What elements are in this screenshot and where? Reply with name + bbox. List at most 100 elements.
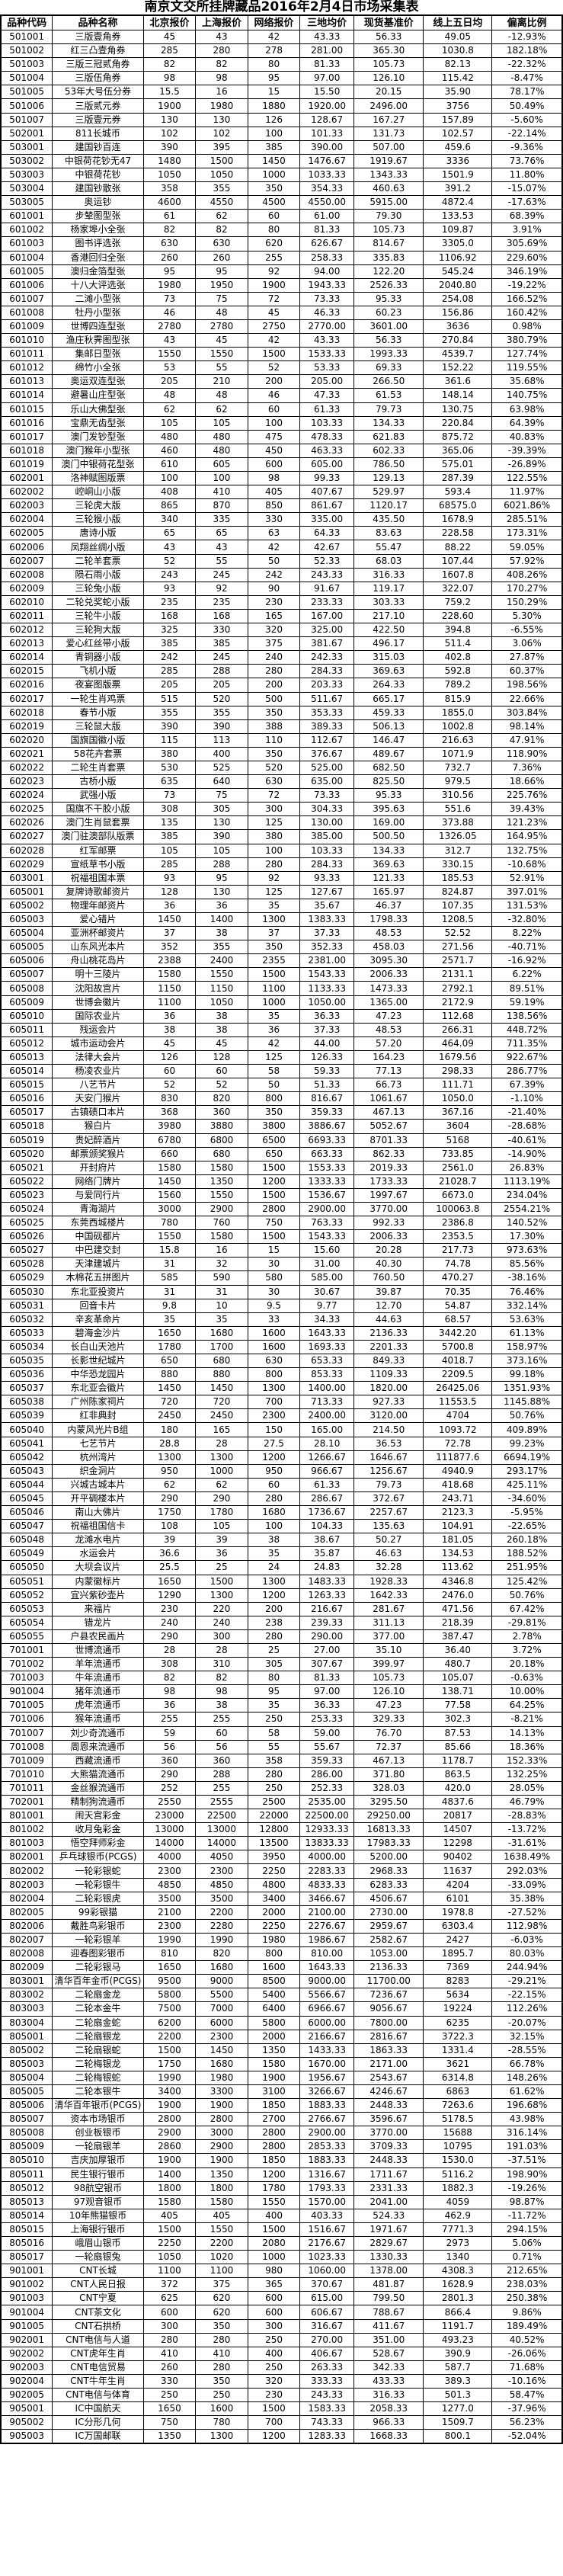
table-cell: 239.33 xyxy=(299,1615,355,1630)
table-cell: 294.15% xyxy=(491,2222,563,2238)
table-cell: 973.63% xyxy=(491,1243,563,1258)
table-cell: 3756 xyxy=(423,98,493,114)
table-cell: 220.84 xyxy=(423,415,493,431)
table-cell: IC万国邮联 xyxy=(52,2429,144,2444)
table-cell: 与爱同行片 xyxy=(52,1187,144,1203)
table-cell: 601012 xyxy=(0,360,53,376)
table-cell: 30 xyxy=(247,1257,301,1272)
table-cell: 16813.33 xyxy=(353,1822,424,1837)
table-cell: 56.33 xyxy=(353,333,424,348)
table-cell: 650 xyxy=(142,1353,197,1369)
table-cell: 280 xyxy=(195,2360,248,2375)
table-cell: 5.06% xyxy=(491,2235,563,2251)
table-cell: 1150 xyxy=(195,981,248,996)
table-row: 601007 二滩小型张 73 75 72 73.33 95.33 254.08 166.52% xyxy=(0,291,563,306)
table-cell: 803004 xyxy=(0,2015,53,2030)
table-cell: 605044 xyxy=(0,1477,53,1492)
table-row: 605055 户县农民画片 290 300 280 290.00 377.00 387.47 2… xyxy=(0,1629,563,1644)
table-cell: 46 xyxy=(142,305,197,320)
table-cell: 240 xyxy=(142,1615,197,1630)
table-cell: 164.23 xyxy=(353,1049,424,1065)
table-cell: 20817 xyxy=(423,1809,493,1824)
table-cell: 3000 xyxy=(195,2126,248,2141)
table-cell: 36 xyxy=(195,1546,248,1562)
table-cell: 1473.33 xyxy=(353,981,424,996)
table-cell: 95 xyxy=(195,870,248,886)
table-cell: 575.01 xyxy=(423,457,493,473)
table-cell: 308 xyxy=(142,1657,197,1672)
table-cell: 13000 xyxy=(142,1822,197,1837)
table-cell: -16.92% xyxy=(491,953,563,969)
table-cell: 澳门发钞型张 xyxy=(52,429,144,444)
table-cell: 洛神赋图版票 xyxy=(52,470,144,486)
table-cell: 601006 xyxy=(0,277,53,293)
table-cell: 480 xyxy=(142,429,197,444)
table-cell: 1200 xyxy=(247,2429,301,2444)
table-cell: 28.05% xyxy=(491,1780,563,1796)
table-cell: 330 xyxy=(195,623,248,638)
table-row: 605030 东北亚投资片 31 31 30 30.67 39.87 70.35 76.46% xyxy=(0,1284,563,1299)
table-cell: 390.00 xyxy=(299,139,355,155)
table-cell: 39 xyxy=(142,1533,197,1548)
table-cell: 138.71 xyxy=(423,1684,493,1700)
table-cell: 385 xyxy=(247,139,301,155)
table-cell: 503001 xyxy=(0,139,53,155)
table-cell: 230 xyxy=(142,1601,197,1616)
column-header: 上海报价 xyxy=(195,14,248,30)
table-cell: 大坝会议片 xyxy=(52,1560,144,1575)
table-cell: 350 xyxy=(195,2373,248,2389)
table-cell: 1050 xyxy=(195,167,248,183)
table-cell: 610 xyxy=(142,457,197,473)
table-cell: 2800 xyxy=(247,1201,301,1217)
table-cell: 61.33 xyxy=(299,402,355,417)
table-cell: 2792.1 xyxy=(423,981,493,996)
table-cell: 160.42% xyxy=(491,305,563,320)
table-cell: 3604 xyxy=(423,1119,493,1134)
table-cell: 1106.92 xyxy=(423,250,493,265)
table-cell: 701010 xyxy=(0,1767,53,1782)
table-cell: 1350 xyxy=(195,1174,248,1189)
table-row: 701002 羊年流通币 308 310 305 307.67 399.97 480.7 20.… xyxy=(0,1657,563,1672)
table-cell: 285 xyxy=(142,664,197,679)
table-cell: 99彩银猫 xyxy=(52,1905,144,1920)
table-cell: 112.67 xyxy=(299,732,355,748)
table-cell: 602020 xyxy=(0,732,53,748)
table-cell: 6800 xyxy=(195,1133,248,1148)
table-cell: 800 xyxy=(247,1367,301,1383)
table-cell: 605008 xyxy=(0,981,53,996)
table-cell: 825.50 xyxy=(353,774,424,790)
table-cell: 15 xyxy=(247,85,301,100)
table-cell: 1509.7 xyxy=(423,2415,493,2430)
table-cell: 242 xyxy=(142,650,197,665)
table-cell: 333.33 xyxy=(299,2373,355,2389)
table-cell: 305 xyxy=(195,802,248,817)
table-cell: 3400 xyxy=(142,2084,197,2100)
table-cell: 28 xyxy=(195,1436,248,1451)
table-cell: 古桥小版 xyxy=(52,774,144,790)
table-cell: 2750 xyxy=(247,319,301,335)
table-cell: 388 xyxy=(247,719,301,734)
table-cell: 4704 xyxy=(423,1408,493,1424)
table-cell: 三轮兔小版 xyxy=(52,581,144,596)
table-cell: 287.39 xyxy=(423,470,493,486)
table-cell: 285.51% xyxy=(491,512,563,527)
table-cell: IC中国航天 xyxy=(52,2401,144,2417)
table-cell: 5700.8 xyxy=(423,1339,493,1355)
table-cell: 802008 xyxy=(0,1946,53,1962)
table-cell: 759.2 xyxy=(423,594,493,610)
table-cell: 760.50 xyxy=(353,1270,424,1286)
table-row: 602020 国旗国徽小版 115 113 110 112.67 146.47 216.63 4… xyxy=(0,732,563,748)
table-cell: 98 xyxy=(195,71,248,86)
table-cell: 1050 xyxy=(142,167,197,183)
table-cell: 14507 xyxy=(423,1822,493,1837)
table-cell: 399.97 xyxy=(353,1657,424,1672)
table-row: 602006 凤翔丝绸小版 43 43 42 42.67 55.47 88.22 59.05% xyxy=(0,540,563,555)
table-cell: 371.80 xyxy=(353,1767,424,1782)
table-cell: 805011 xyxy=(0,2167,53,2182)
table-cell: 125 xyxy=(247,1049,301,1065)
table-cell: 62 xyxy=(142,402,197,417)
table-cell: 1326.05 xyxy=(423,829,493,844)
table-cell: 6673.0 xyxy=(423,1187,493,1203)
table-cell: 6101 xyxy=(423,1891,493,1906)
table-cell: 605040 xyxy=(0,1422,53,1437)
